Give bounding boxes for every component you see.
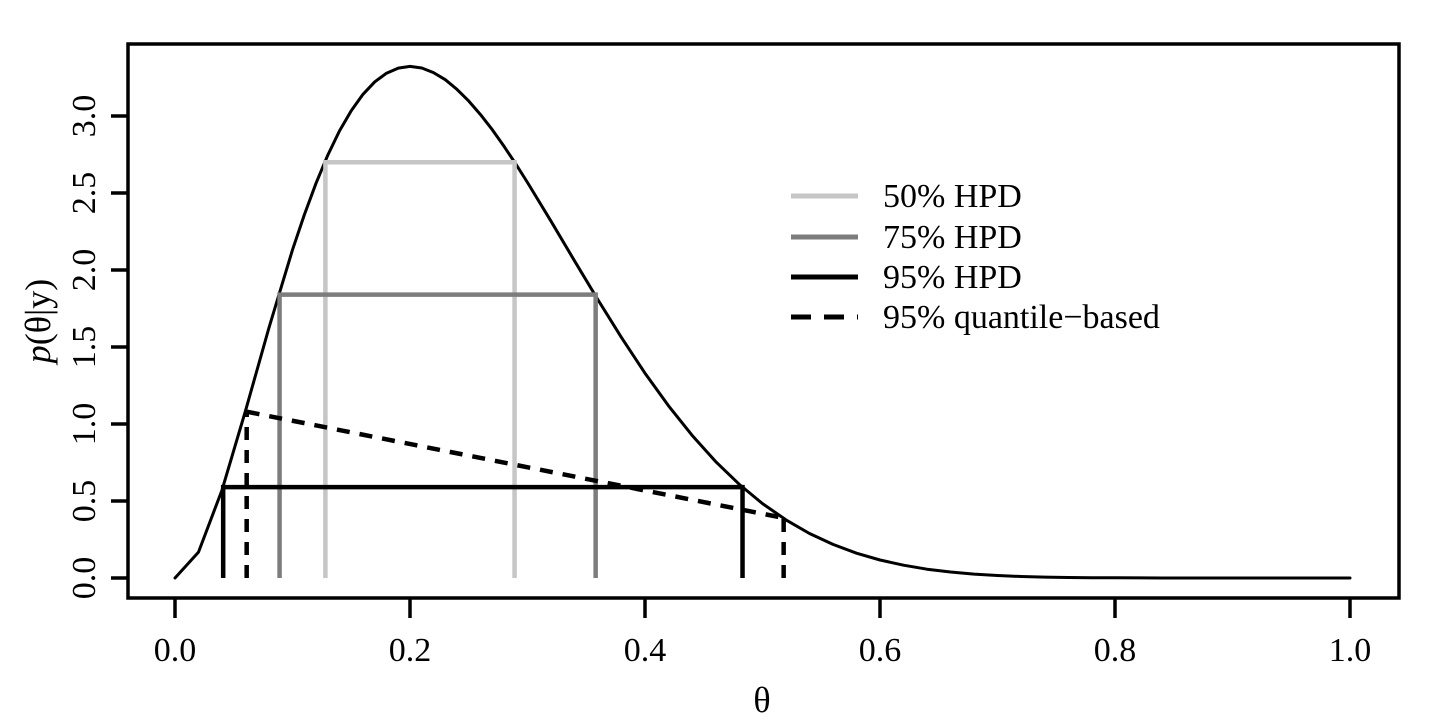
y-tick-label: 3.0: [66, 95, 103, 138]
density-curve: [173, 64, 1352, 580]
y-tick-label: 1.0: [66, 403, 103, 446]
x-tick-label: 0.0: [154, 632, 197, 669]
y-axis-title: p(θ|y): [18, 279, 58, 366]
y-tick-label: 0.0: [66, 557, 103, 600]
hpd-75-interval: [277, 292, 598, 578]
y-tick-label: 2.0: [66, 249, 103, 292]
x-tick-label: 0.8: [1094, 632, 1137, 669]
x-axis-title: θ: [753, 680, 770, 720]
y-axis-title-italic-part: p: [18, 345, 58, 366]
hpd-95-interval: [220, 484, 745, 578]
y-axis-title-rest: (θ|y): [18, 279, 58, 345]
plot-box: [126, 42, 1401, 600]
x-axis-ticks: 0.0 0.2 0.4 0.6 0.8 1.0: [154, 598, 1372, 669]
hpd-50-interval: [323, 159, 517, 578]
y-tick-label: 0.5: [66, 480, 103, 523]
legend-label: 75% HPD: [883, 219, 1022, 256]
y-tick-label: 2.5: [66, 172, 103, 215]
x-tick-label: 0.4: [624, 632, 667, 669]
x-tick-label: 0.6: [859, 632, 902, 669]
density-curve-group: [173, 64, 1352, 580]
legend-label: 50% HPD: [883, 178, 1022, 215]
quantile-interval-group: [244, 409, 786, 578]
hpd-intervals-group: [220, 159, 745, 578]
x-tick-label: 0.2: [389, 632, 432, 669]
y-tick-label: 1.5: [66, 326, 103, 369]
legend-label: 95% HPD: [883, 259, 1022, 296]
x-tick-label: 1.0: [1329, 632, 1372, 669]
y-axis-ticks: 0.0 0.5 1.0 1.5 2.0 2.5 3.0: [66, 95, 128, 600]
legend-label: 95% quantile−based: [883, 299, 1160, 336]
